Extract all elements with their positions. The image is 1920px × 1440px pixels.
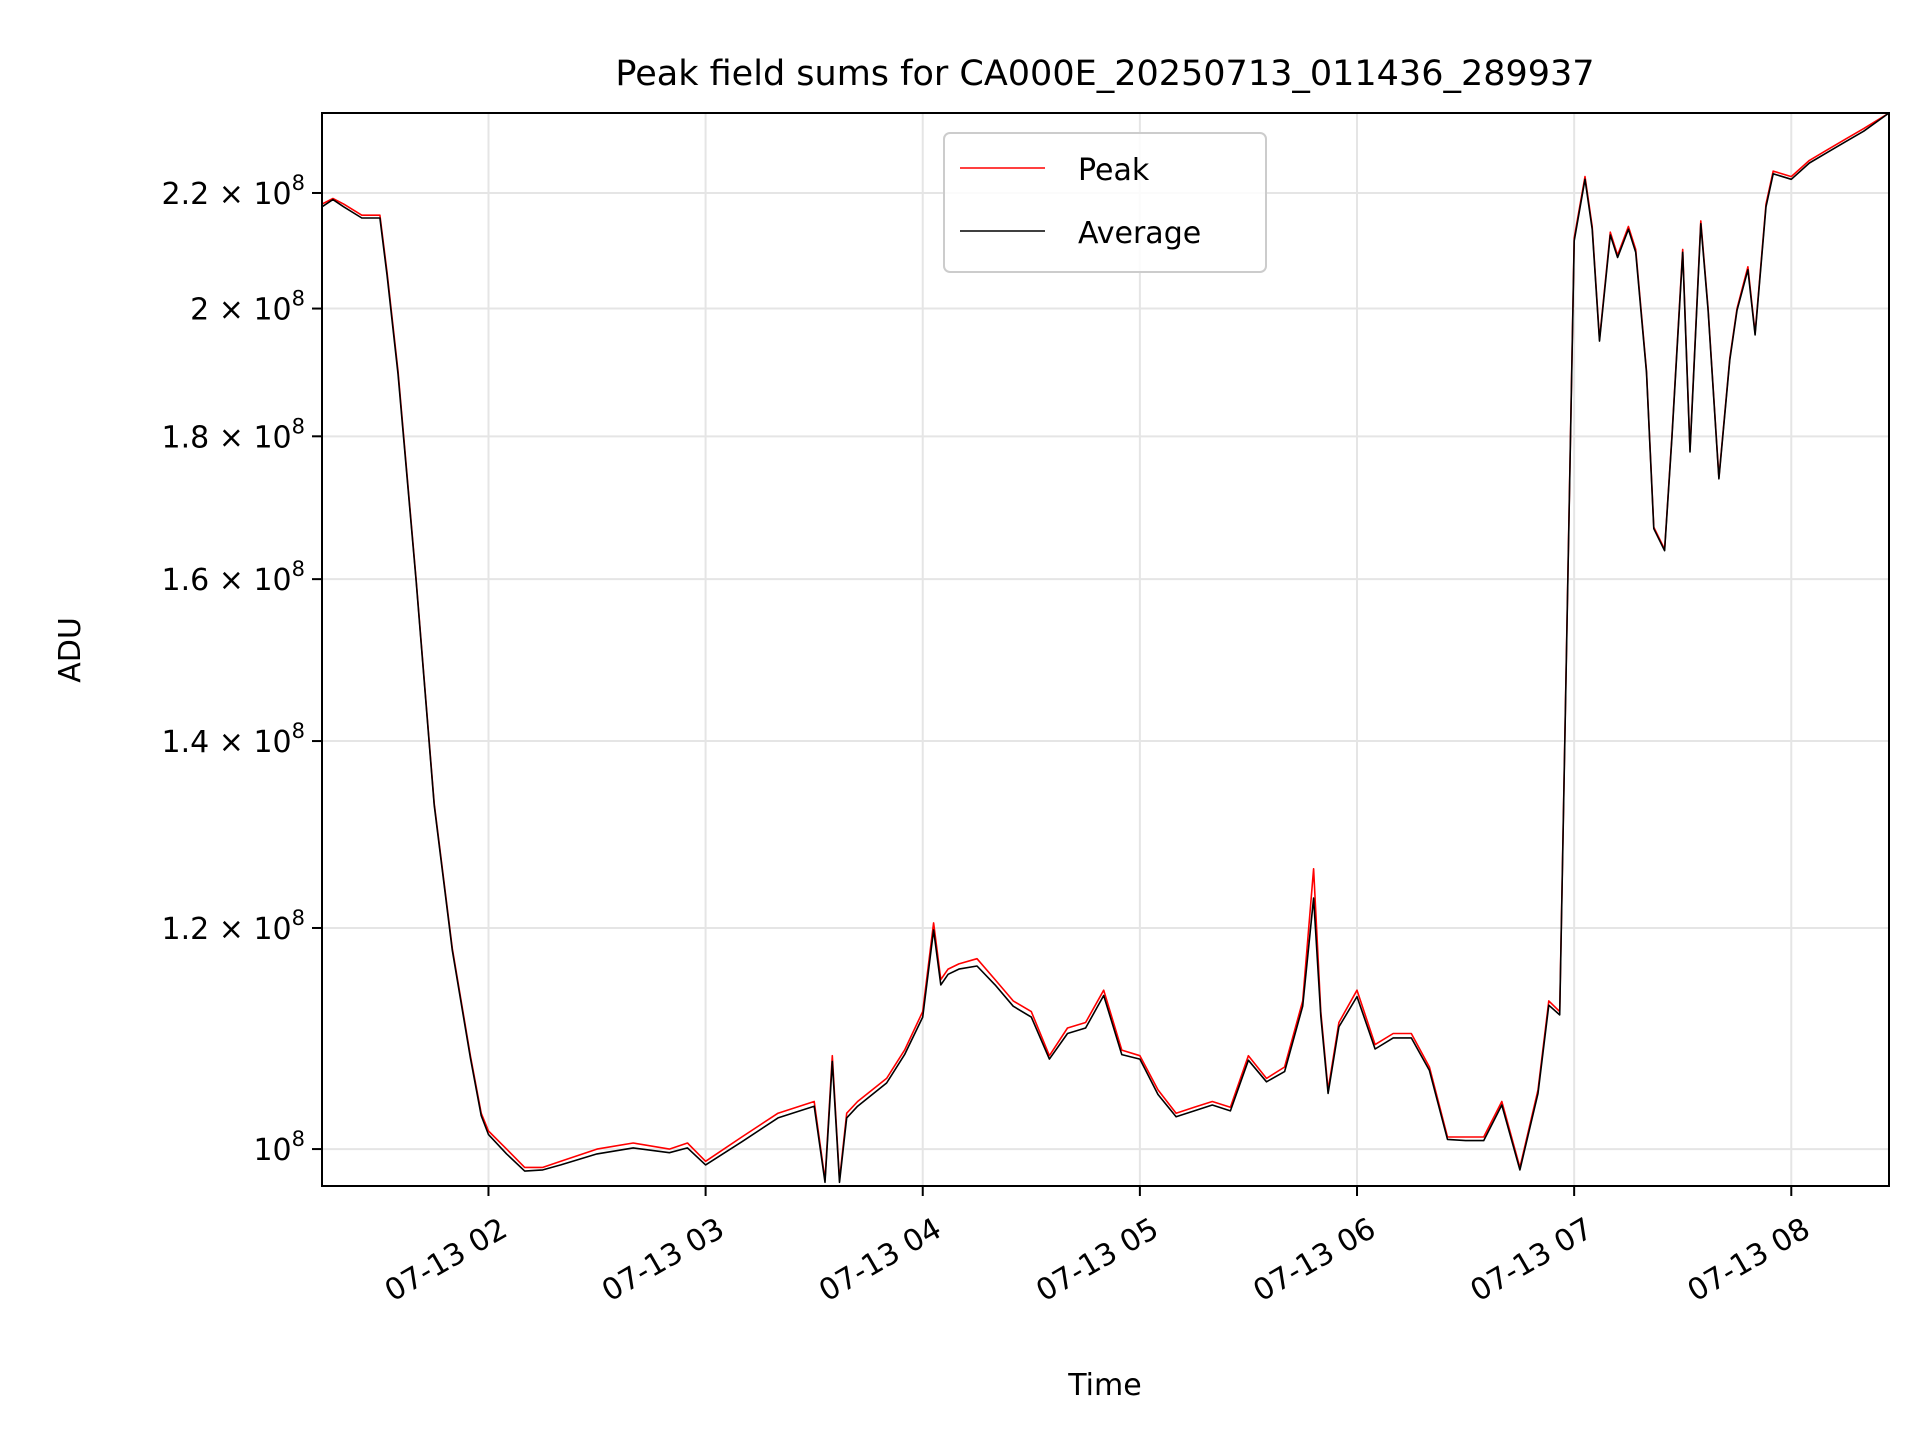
- plot-frame: [321, 112, 1890, 1187]
- y-tick-label: 1.4 × 108: [162, 719, 306, 760]
- legend-label-peak: Peak: [1078, 153, 1150, 188]
- plot-layer: [321, 112, 1890, 1184]
- x-axis-label: Time: [1067, 1368, 1141, 1403]
- series-line-average: [321, 112, 1890, 1184]
- y-tick-label: 1.6 × 108: [162, 557, 306, 598]
- y-tick-label: 108: [253, 1127, 305, 1168]
- y-tick-label: 2.2 × 108: [162, 171, 306, 212]
- y-tick-label: 1.8 × 108: [162, 414, 306, 455]
- y-axis: 108 1.2 × 108 1.4 × 108 1.6 × 108 1.8 × 108 2…: [162, 171, 322, 1168]
- legend-label-average: Average: [1078, 216, 1201, 251]
- chart-title: Peak field sums for CA000E_20250713_0114…: [615, 54, 1594, 94]
- y-tick-label: 1.2 × 108: [162, 906, 306, 947]
- legend: Peak Average: [943, 132, 1267, 273]
- y-axis-label: ADU: [53, 617, 88, 683]
- y-tick-label: 2 × 108: [190, 287, 305, 328]
